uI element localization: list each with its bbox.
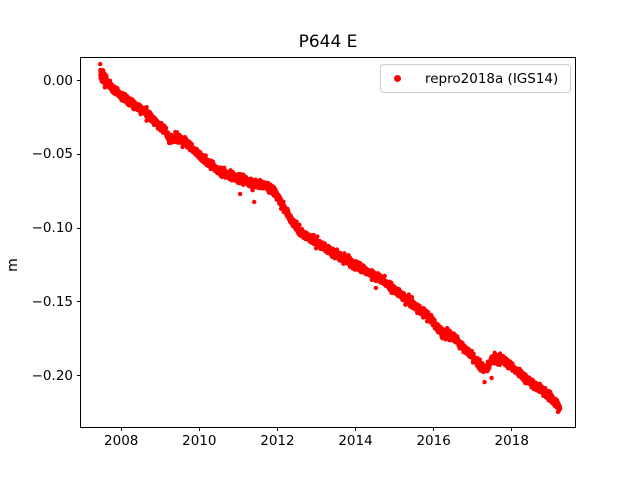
axes-frame	[80, 57, 576, 428]
y-tick-label: −0.15	[31, 293, 73, 310]
x-tick-mark	[276, 427, 278, 431]
y-tick-label: −0.10	[31, 220, 73, 237]
legend-marker-dot-icon	[394, 75, 401, 82]
x-tick-mark	[511, 427, 513, 431]
plot-area	[81, 58, 575, 427]
y-tick-mark	[77, 301, 81, 303]
y-tick-label: −0.05	[31, 146, 73, 163]
y-axis-label: m	[5, 258, 21, 272]
legend-entry-label: repro2018a (IGS14)	[425, 70, 559, 87]
y-tick-mark	[77, 153, 81, 155]
y-tick-mark	[77, 375, 81, 377]
x-tick-label: 2018	[494, 433, 529, 449]
x-tick-mark	[433, 427, 435, 431]
x-tick-label: 2010	[182, 433, 217, 449]
x-tick-mark	[198, 427, 200, 431]
x-tick-label: 2008	[104, 433, 139, 449]
x-tick-label: 2016	[416, 433, 451, 449]
x-tick-label: 2012	[260, 433, 295, 449]
legend: repro2018a (IGS14)	[380, 64, 571, 93]
y-tick-label: 0.00	[42, 72, 73, 89]
x-tick-label: 2014	[338, 433, 373, 449]
chart-title: P644 E	[298, 32, 358, 52]
y-tick-label: −0.20	[31, 367, 73, 384]
y-tick-mark	[77, 227, 81, 229]
x-tick-mark	[355, 427, 357, 431]
y-tick-mark	[77, 80, 81, 82]
x-tick-mark	[120, 427, 122, 431]
